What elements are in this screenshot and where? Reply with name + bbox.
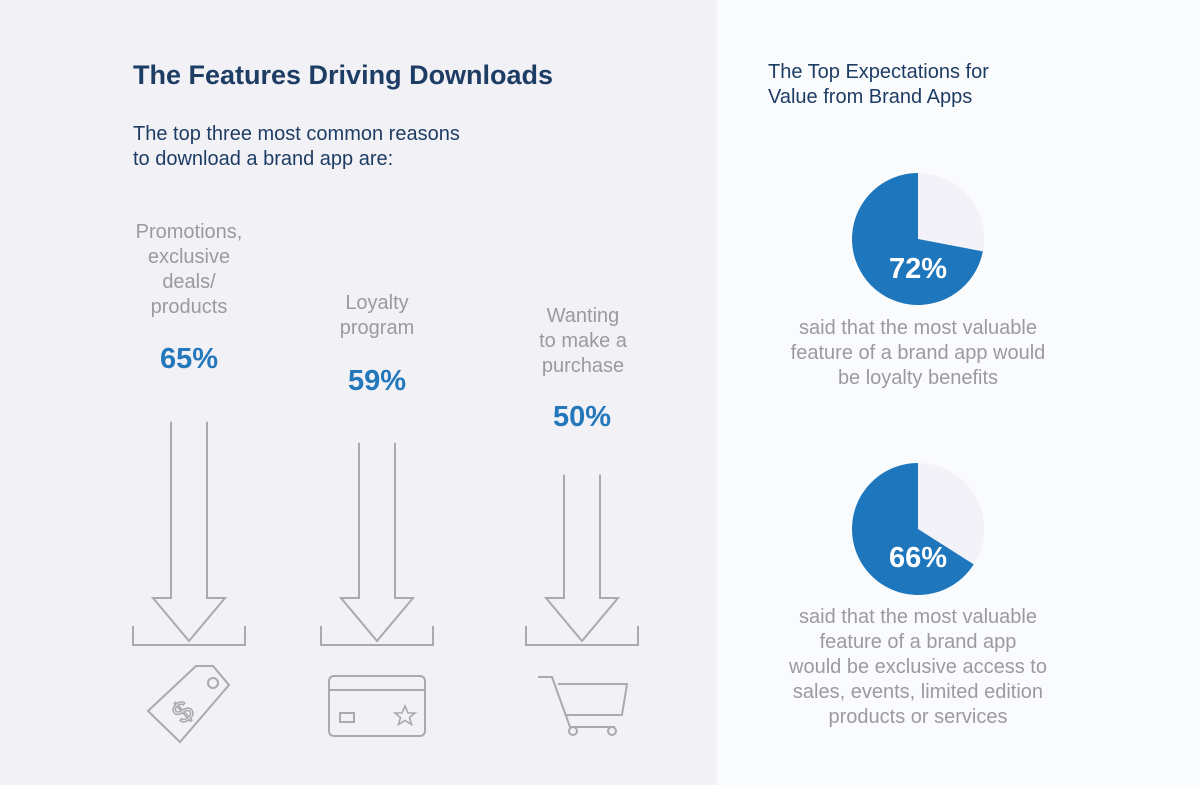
reason-line: Promotions, (135, 221, 243, 243)
caption-line: said that the most valuable (799, 317, 1037, 339)
right-title-line: The Top Expectations for (768, 61, 989, 83)
reason-line: Loyalty (345, 292, 409, 314)
pie-value-label: 72% (888, 253, 948, 285)
price-tag-icon: $ (146, 665, 231, 744)
reason-line: to make a (539, 330, 627, 352)
reason-label-promotions: Promotions, exclusive deals/ products (109, 220, 269, 320)
caption-line: feature of a brand app (819, 631, 1017, 653)
intro-line: to download a brand app are: (133, 148, 394, 170)
reason-line: Wanting (546, 305, 620, 327)
download-arrow (338, 442, 416, 643)
value-label-loyalty: 59% (347, 365, 407, 397)
download-arrows-chart: $ (132, 421, 639, 744)
value-label-promotions: 65% (159, 343, 219, 375)
right-panel (717, 0, 1200, 785)
shopping-cart-icon (538, 676, 629, 736)
credit-card-icon (328, 675, 426, 737)
intro-line: The top three most common reasons (133, 123, 460, 145)
caption-line: would be exclusive access to (789, 656, 1047, 678)
reason-line: program (339, 317, 415, 339)
arrow-tray (132, 626, 246, 646)
right-title-line: Value from Brand Apps (768, 86, 973, 108)
pie-value-slice (852, 173, 983, 305)
caption-line: be loyalty benefits (837, 367, 999, 389)
download-arrow (543, 474, 621, 643)
reason-line: exclusive (147, 246, 231, 268)
reason-line: purchase (541, 355, 625, 377)
caption-line: products or services (828, 706, 1008, 728)
pie-caption-loyalty-benefits: said that the most valuable feature of a… (758, 316, 1078, 391)
download-arrow (150, 421, 228, 643)
reason-label-loyalty: Loyalty program (297, 291, 457, 341)
intro-text: The top three most common reasons to dow… (133, 122, 553, 172)
arrow-tray (320, 626, 434, 646)
caption-line: feature of a brand app would (790, 342, 1046, 364)
pie-chart-exclusive-access (852, 463, 984, 595)
pie-chart-loyalty-benefits (852, 173, 984, 305)
caption-line: said that the most valuable (799, 606, 1037, 628)
pie-value-label: 66% (888, 542, 948, 574)
right-title: The Top Expectations for Value from Bran… (768, 60, 1088, 110)
caption-line: sales, events, limited edition (792, 681, 1044, 703)
value-label-purchase: 50% (552, 401, 612, 433)
arrow-tray (525, 626, 639, 646)
reason-line: deals/ (162, 271, 216, 293)
left-panel (0, 0, 717, 785)
reason-label-purchase: Wanting to make a purchase (503, 304, 663, 379)
page-title: The Features Driving Downloads (133, 60, 554, 90)
reason-line: products (150, 296, 228, 318)
pie-value-slice (852, 463, 974, 595)
pie-caption-exclusive-access: said that the most valuable feature of a… (758, 605, 1078, 730)
